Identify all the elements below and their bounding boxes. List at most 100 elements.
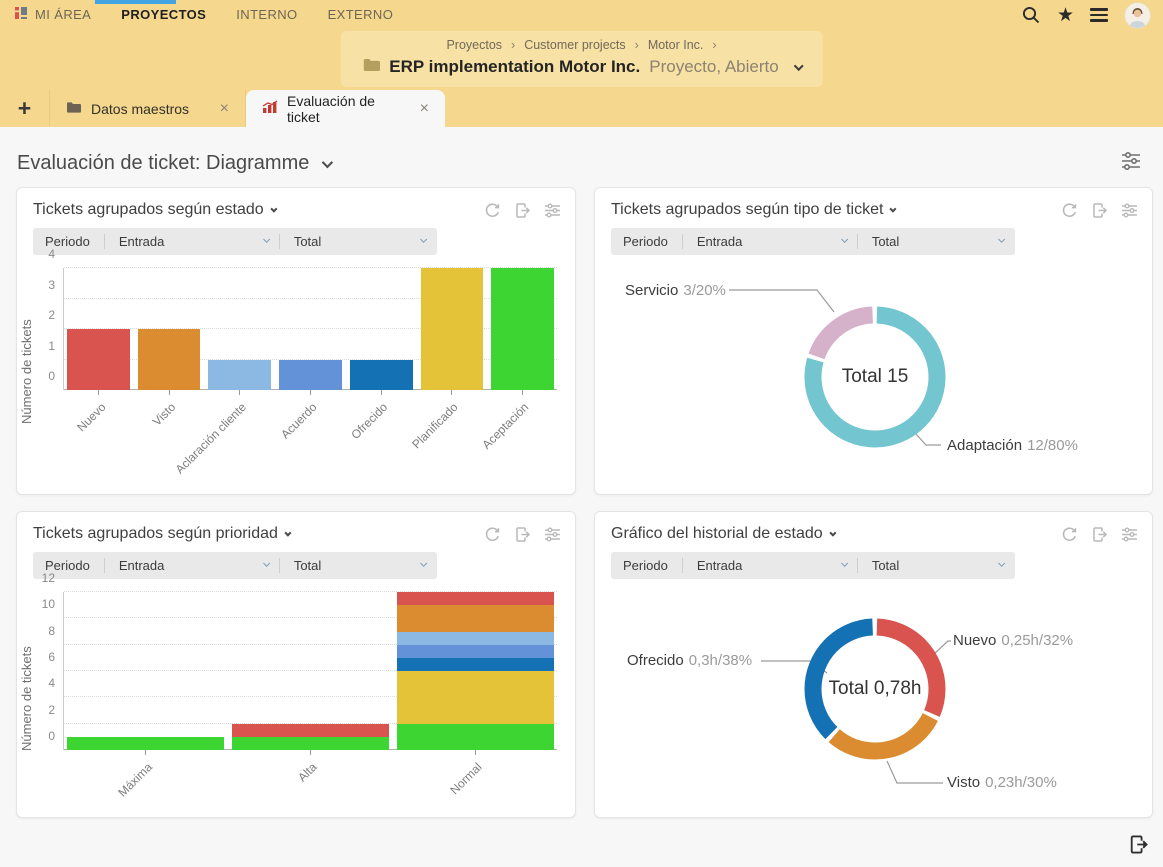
y-tick-label: 6 xyxy=(48,650,55,664)
x-label-text: Alta xyxy=(295,760,320,785)
bars-group xyxy=(67,592,554,750)
refresh-icon[interactable] xyxy=(1061,526,1078,543)
x-label-text: Máxima xyxy=(115,760,156,800)
filter-total-select[interactable]: Total xyxy=(280,234,436,249)
bar-segment xyxy=(279,359,342,390)
chart-filter-bar: Periodo Entrada Total xyxy=(611,552,1015,579)
callout-ofrecido: Ofrecido 0,3h/38% xyxy=(627,652,753,669)
chevron-down-icon xyxy=(840,559,848,567)
chevron-down-icon[interactable] xyxy=(829,529,837,537)
breadcrumb: Proyectos › Customer projects › Motor In… xyxy=(340,31,823,87)
tab-datos-maestros[interactable]: Datos maestros × xyxy=(50,90,246,127)
filter-period-label: Periodo xyxy=(623,558,668,573)
export-icon[interactable] xyxy=(1091,202,1108,219)
chevron-down-icon xyxy=(262,235,270,243)
filter-total-value: Total xyxy=(293,234,322,249)
donut-chart-historial: Total 0,78h Nuevo 0,25h/32% Ofrecido 0,3h/… xyxy=(595,581,1152,817)
page-export-icon[interactable] xyxy=(1128,834,1149,860)
x-tick xyxy=(239,390,241,395)
x-label-text: Aclaración cliente xyxy=(172,400,250,477)
y-tick-label: 10 xyxy=(41,597,55,612)
y-axis-label: Número de tickets xyxy=(19,646,34,752)
close-icon[interactable]: × xyxy=(219,99,229,117)
filter-entry-select[interactable]: Entrada xyxy=(683,558,857,573)
refresh-icon[interactable] xyxy=(1061,202,1078,219)
chevron-down-icon[interactable] xyxy=(270,205,278,213)
chart-icon xyxy=(262,100,278,117)
bar-chart-estado: Número de tickets 0 1 2 3 4 Nuevo Visto Aclara… xyxy=(19,247,557,477)
menu-icon[interactable] xyxy=(1090,8,1108,22)
callout-servicio: Servicio 3/20% xyxy=(625,282,726,299)
donut-segment-Nuevo[interactable] xyxy=(804,618,946,760)
filter-total-select[interactable]: Total xyxy=(858,234,1014,249)
breadcrumb-link[interactable]: Proyectos xyxy=(446,38,503,52)
export-icon[interactable] xyxy=(514,202,531,219)
chevron-down-icon[interactable] xyxy=(889,205,897,213)
chevron-down-icon[interactable] xyxy=(322,156,334,168)
refresh-icon[interactable] xyxy=(484,202,501,219)
x-tick xyxy=(451,390,453,395)
filter-total-value: Total xyxy=(293,558,322,573)
donut-segment-Visto[interactable] xyxy=(804,618,946,760)
y-tick-label: 8 xyxy=(48,623,55,638)
breadcrumb-separator: › xyxy=(712,38,717,52)
x-tick xyxy=(98,390,100,395)
user-avatar[interactable] xyxy=(1124,1,1151,29)
y-tick-label: 3 xyxy=(48,277,55,292)
export-icon[interactable] xyxy=(514,526,531,543)
filter-entry-select[interactable]: Entrada xyxy=(105,558,279,573)
breadcrumb-link[interactable]: Motor Inc. xyxy=(647,38,704,52)
filter-total-select[interactable]: Total xyxy=(858,558,1014,573)
search-icon[interactable] xyxy=(1021,5,1041,25)
nav-item-interno[interactable]: INTERNO xyxy=(236,7,297,22)
x-tick xyxy=(310,390,311,395)
filter-period-label: Periodo xyxy=(45,234,90,249)
x-tick xyxy=(145,750,147,755)
bar-Nuevo xyxy=(67,268,130,390)
bar-segment-Acuerdo xyxy=(397,644,554,658)
filter-entry-select[interactable]: Entrada xyxy=(105,234,279,249)
chevron-down-icon xyxy=(997,559,1005,567)
x-tick xyxy=(310,750,311,755)
chart-settings-sliders-icon[interactable] xyxy=(1121,527,1138,542)
donut-chart-tipo: Total 15 Servicio 3/20% Adaptación 12/80% xyxy=(595,257,1152,494)
top-bar: MI ÁREA PROYECTOS INTERNO EXTERNO ★ Proy… xyxy=(0,0,1163,90)
filter-total-select[interactable]: Total xyxy=(280,558,436,573)
donut-segment-Adaptación[interactable] xyxy=(804,306,946,448)
filter-entry-select[interactable]: Entrada xyxy=(683,234,857,249)
bar-segment xyxy=(137,329,201,390)
bar-segment-Nuevo xyxy=(397,592,554,606)
y-tick-label: 1 xyxy=(48,338,55,353)
nav-item-proyectos[interactable]: PROYECTOS xyxy=(121,7,206,22)
export-icon[interactable] xyxy=(1091,526,1108,543)
nav-item-mi-area[interactable]: MI ÁREA xyxy=(14,6,91,23)
chart-settings-sliders-icon[interactable] xyxy=(1121,203,1138,218)
donut-ring[interactable] xyxy=(795,297,955,457)
page-settings-sliders-icon[interactable] xyxy=(1119,150,1143,177)
bar-Alta xyxy=(232,592,389,750)
add-tab-button[interactable]: + xyxy=(0,90,50,127)
favorite-star-icon[interactable]: ★ xyxy=(1056,4,1074,26)
filter-entry-value: Entrada xyxy=(118,234,165,249)
donut-ring[interactable] xyxy=(795,609,955,769)
nav-item-externo[interactable]: EXTERNO xyxy=(328,7,394,22)
x-tick xyxy=(380,390,382,395)
refresh-icon[interactable] xyxy=(484,526,501,543)
mi-area-icon xyxy=(14,6,28,23)
close-icon[interactable]: × xyxy=(419,99,429,117)
chart-settings-sliders-icon[interactable] xyxy=(544,203,561,218)
bar-segment xyxy=(208,359,272,390)
x-label-text: Nuevo xyxy=(73,400,109,435)
callout-nuevo: Nuevo 0,25h/32% xyxy=(953,632,1074,649)
breadcrumb-link[interactable]: Customer projects xyxy=(524,38,626,52)
chart-filter-bar: Periodo Entrada Total xyxy=(611,228,1015,255)
tab-evaluacion-de-ticket[interactable]: Evaluación de ticket × xyxy=(246,90,445,127)
grid-line xyxy=(64,696,557,698)
project-selector[interactable]: ERP implementation Motor Inc. Proyecto, … xyxy=(362,57,804,77)
grid-line xyxy=(64,328,557,329)
chart-settings-sliders-icon[interactable] xyxy=(544,527,561,542)
chevron-down-icon[interactable] xyxy=(284,529,292,537)
filter-total-value: Total xyxy=(871,234,900,249)
chart-filter-bar: Periodo Entrada Total xyxy=(33,552,437,579)
donut-segment-Ofrecido[interactable] xyxy=(804,618,946,760)
